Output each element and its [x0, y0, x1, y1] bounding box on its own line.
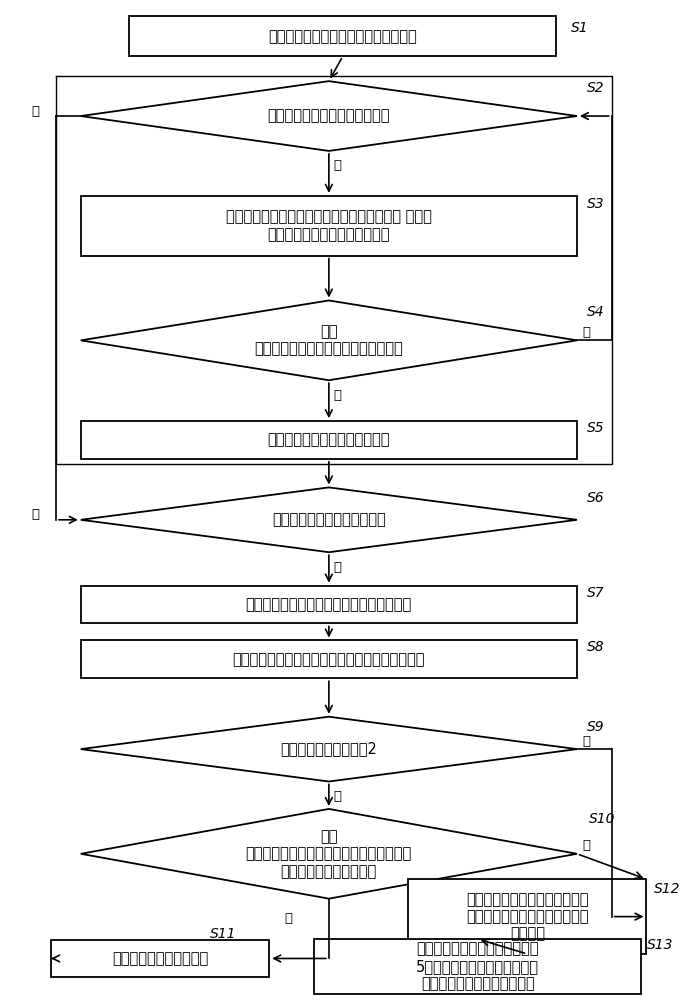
Text: S2: S2	[587, 81, 604, 95]
Bar	[130, 16, 556, 56]
Bar	[51, 940, 269, 977]
Text: S10: S10	[589, 812, 615, 826]
Text: 判断
是否保存所述眼部生物特征为匹配模板: 判断 是否保存所述眼部生物特征为匹配模板	[254, 324, 403, 357]
Polygon shape	[81, 717, 577, 782]
Text: 是: 是	[334, 389, 342, 402]
Text: 判断
当前所接收到的眼部生物特征与存储单元中
的眼部生物特征是否一致: 判断 当前所接收到的眼部生物特征与存储单元中 的眼部生物特征是否一致	[246, 829, 412, 879]
Text: S13: S13	[646, 938, 673, 952]
Text: 是: 是	[334, 790, 342, 803]
Text: S11: S11	[209, 927, 236, 941]
Bar	[81, 421, 577, 459]
Text: S4: S4	[587, 305, 604, 319]
Text: 否: 否	[582, 839, 590, 852]
Text: S7: S7	[587, 586, 604, 600]
Text: S6: S6	[587, 491, 604, 505]
Text: 存储单元存储所述眼部生物特征: 存储单元存储所述眼部生物特征	[267, 433, 390, 448]
Text: 侦测单元根据功能开启信号开启所述摄像头: 侦测单元根据功能开启信号开启所述摄像头	[246, 597, 412, 612]
Text: S8: S8	[587, 640, 604, 654]
Text: S9: S9	[587, 720, 604, 734]
Text: 是: 是	[334, 561, 342, 574]
Bar	[81, 586, 577, 623]
Text: 判断眼睛数量是否大于2: 判断眼睛数量是否大于2	[280, 742, 378, 757]
Text: 否: 否	[582, 326, 590, 339]
Text: 否: 否	[582, 735, 590, 748]
Bar	[81, 640, 577, 678]
Text: 摄像头拍摄当前使用者的眼部生物特征及眼睛数量: 摄像头拍摄当前使用者的眼部生物特征及眼睛数量	[233, 652, 425, 667]
Text: 否: 否	[31, 508, 39, 521]
Text: 判断是否首次使用所述防窥系统: 判断是否首次使用所述防窥系统	[267, 109, 390, 124]
Polygon shape	[81, 300, 577, 380]
Text: S12: S12	[655, 882, 681, 896]
Bar	[81, 196, 577, 256]
Text: 判断是否开启防窥系统的功能: 判断是否开启防窥系统的功能	[272, 512, 386, 527]
Text: 控制单元根据对比单元输出的第
一控制信号向手机的屏幕输出一
提示信号: 控制单元根据对比单元输出的第 一控制信号向手机的屏幕输出一 提示信号	[466, 892, 588, 942]
Polygon shape	[81, 809, 577, 899]
Polygon shape	[81, 81, 577, 151]
Polygon shape	[81, 487, 577, 552]
Bar	[314, 939, 641, 994]
Text: 所述延时单元将第一控制信号经
5分钟延时后，输出第二控制信
号至手机屏幕，手机屏幕关闭: 所述延时单元将第一控制信号经 5分钟延时后，输出第二控制信 号至手机屏幕，手机屏…	[416, 942, 539, 991]
Text: S1: S1	[571, 21, 588, 35]
Text: 是: 是	[334, 159, 342, 172]
Text: 初始单元通过手机屏幕接收一开启指令: 初始单元通过手机屏幕接收一开启指令	[269, 29, 417, 44]
Bar	[409, 879, 646, 954]
Text: 使用者继续正常操作手机: 使用者继续正常操作手机	[112, 951, 208, 966]
Text: S3: S3	[587, 197, 604, 211]
Text: S5: S5	[587, 421, 604, 435]
Text: 否: 否	[31, 105, 39, 118]
Text: 是: 是	[285, 912, 292, 925]
Text: 开启摄像头并获取当前使用者的眼部生物特征 初始单
元通过手机屏幕接收一开启指令: 开启摄像头并获取当前使用者的眼部生物特征 初始单 元通过手机屏幕接收一开启指令	[226, 210, 432, 242]
